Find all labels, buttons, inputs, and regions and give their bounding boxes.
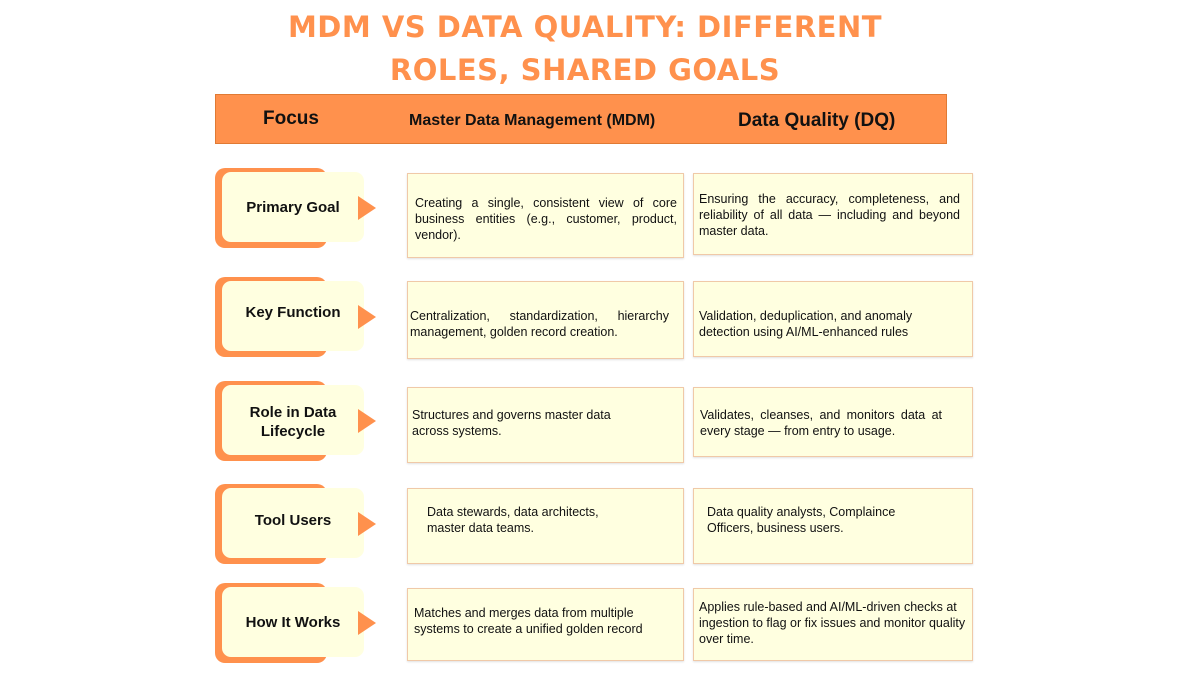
focus-label-box: Primary Goal [222,172,364,242]
dq-text: Ensuring the accuracy, completeness, and… [699,192,960,238]
mdm-cell: Centralization, standardization, hierarc… [407,281,684,359]
table-row-tool-users: Tool Users Data stewards, data architect… [0,484,1200,568]
mdm-text: Structures and governs master data acros… [412,408,611,438]
title-line-1: MDM VS DATA QUALITY: DIFFERENT [287,10,883,44]
table-row-key-function: Key Function Centralization, standardiza… [0,277,1200,361]
dq-cell: Ensuring the accuracy, completeness, and… [693,173,973,255]
title-line-2: ROLES, SHARED GOALS [389,53,781,87]
mdm-cell: Structures and governs master data acros… [407,387,684,463]
table-row-how-it-works: How It Works Matches and merges data fro… [0,583,1200,667]
table-row-primary-goal: Primary Goal Creating a single, consiste… [0,168,1200,258]
focus-label-box: Tool Users [222,488,364,558]
focus-label: Primary Goal [246,198,340,216]
mdm-cell: Matches and merges data from multiple sy… [407,588,684,661]
mdm-text: Centralization, standardization, hierarc… [410,309,669,339]
page-title: MDM VS DATA QUALITY: DIFFERENT ROLES, SH… [0,6,1170,92]
dq-text: Validation, deduplication, and anomaly d… [699,309,913,339]
focus-label: Tool Users [254,512,332,529]
dq-text: Data quality analysts, Complaince Office… [707,505,896,535]
mdm-cell: Creating a single, consistent view of co… [407,173,684,258]
arrow-right-icon [358,512,376,536]
mdm-text: Matches and merges data from multiple sy… [414,606,643,636]
mdm-text: Creating a single, consistent view of co… [415,196,677,242]
mdm-text: Data stewards, data architects, master d… [427,505,599,535]
dq-cell: Validates, cleanses, and monitors data a… [693,387,973,457]
arrow-right-icon [358,196,376,220]
arrow-right-icon [358,305,376,329]
dq-text: Validates, cleanses, and monitors data a… [700,408,942,438]
focus-label: Key Function [245,304,341,321]
mdm-cell: Data stewards, data architects, master d… [407,488,684,564]
header-mdm: Master Data Management (MDM) [409,112,656,129]
arrow-right-icon [358,409,376,433]
focus-label: How It Works [245,613,341,631]
dq-cell: Validation, deduplication, and anomaly d… [693,281,973,357]
table-row-role-in-data-lifecycle: Role in Data Lifecycle Structures and go… [0,381,1200,465]
dq-cell: Applies rule-based and AI/ML-driven chec… [693,588,973,661]
dq-text: Applies rule-based and AI/ML-driven chec… [699,600,966,646]
focus-label-box: Key Function [222,281,364,351]
arrow-right-icon [358,611,376,635]
header-dq: Data Quality (DQ) [738,110,896,131]
focus-label-box: Role in Data Lifecycle [222,385,364,455]
focus-label: Role in Data Lifecycle [249,404,337,440]
table-header: Focus Master Data Management (MDM) Data … [215,94,947,144]
focus-label-box: How It Works [222,587,364,657]
dq-cell: Data quality analysts, Complaince Office… [693,488,973,564]
header-focus: Focus [263,108,319,129]
